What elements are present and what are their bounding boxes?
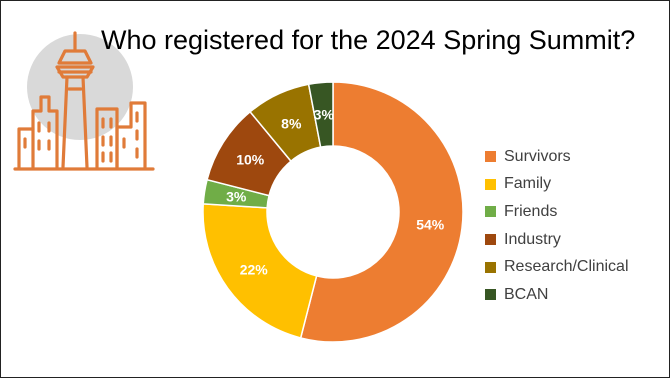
legend-swatch bbox=[485, 289, 496, 301]
data-label-bcan: 3% bbox=[314, 106, 335, 122]
data-label-survivors: 54% bbox=[416, 216, 445, 232]
legend-swatch bbox=[485, 234, 496, 246]
city-skyline-icon bbox=[13, 31, 155, 171]
slide-title: Who registered for the 2024 Spring Summi… bbox=[101, 25, 636, 55]
donut-slice-survivors bbox=[299, 81, 464, 343]
legend-item-survivors: Survivors bbox=[485, 143, 629, 171]
donut-slice-family bbox=[202, 203, 318, 339]
data-label-friends: 3% bbox=[226, 189, 247, 205]
legend-swatch bbox=[485, 178, 496, 190]
legend-swatch bbox=[485, 151, 496, 163]
legend-item-industry: Industry bbox=[485, 226, 629, 254]
legend-label: BCAN bbox=[504, 285, 549, 303]
data-label-family: 22% bbox=[240, 262, 269, 278]
legend-swatch bbox=[485, 206, 496, 218]
legend-item-bcan: BCAN bbox=[485, 281, 629, 309]
legend-item-friends: Friends bbox=[485, 198, 629, 226]
donut-slice-bcan bbox=[307, 81, 334, 149]
legend-item-research-clinical: Research/Clinical bbox=[485, 253, 629, 281]
chart-legend: Survivors Family Friends Industry Research/C… bbox=[485, 143, 629, 309]
legend-label: Friends bbox=[504, 202, 558, 220]
legend-label: Research/Clinical bbox=[504, 258, 629, 276]
legend-label: Survivors bbox=[504, 147, 571, 165]
data-label-industry: 10% bbox=[236, 151, 265, 167]
legend-label: Industry bbox=[504, 230, 561, 248]
legend-label: Family bbox=[504, 175, 552, 193]
data-label-research-clinical: 8% bbox=[281, 115, 302, 131]
legend-swatch bbox=[485, 261, 496, 273]
legend-item-family: Family bbox=[485, 171, 629, 199]
